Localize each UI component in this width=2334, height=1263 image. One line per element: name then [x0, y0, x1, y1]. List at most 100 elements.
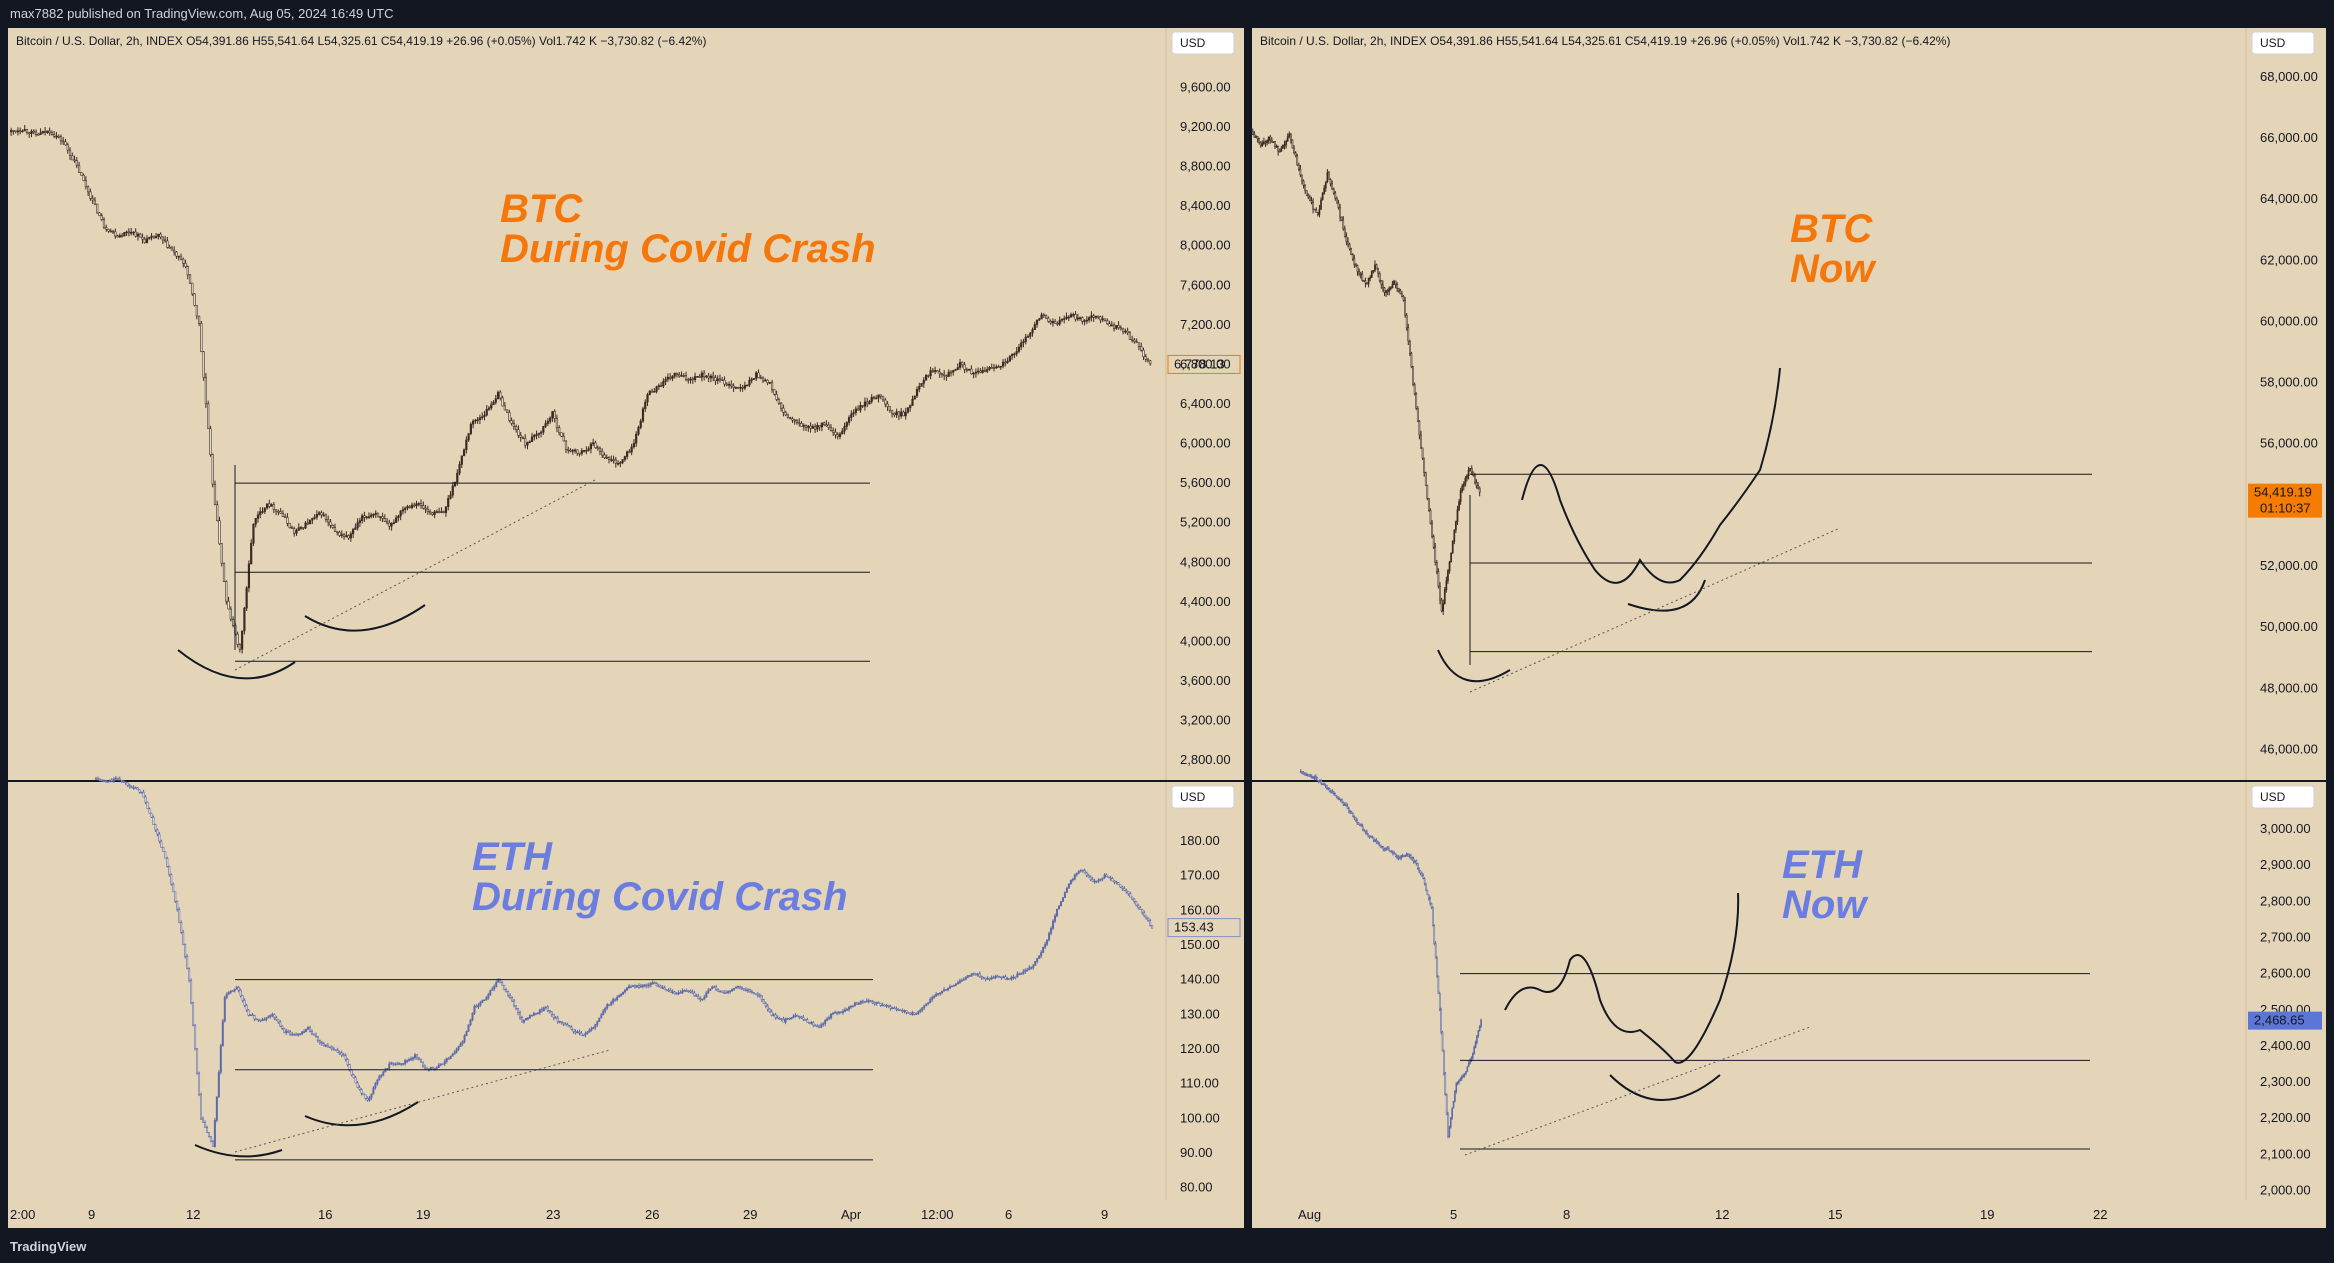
candle — [1075, 872, 1078, 875]
candle — [949, 371, 953, 374]
candle — [114, 231, 117, 237]
x-tick-label: 29 — [743, 1207, 757, 1222]
candle — [84, 180, 87, 188]
candle — [820, 1024, 823, 1028]
chart-panel-eth-covid[interactable] — [8, 782, 1244, 1205]
candle — [994, 975, 997, 979]
candle — [1125, 890, 1128, 892]
candle — [800, 1016, 803, 1019]
y-tick-label: 5,200.00 — [1180, 515, 1231, 530]
candle — [1307, 194, 1310, 198]
currency-select-btc-now[interactable] — [2251, 31, 2315, 55]
currency-select-eth-now[interactable] — [2251, 785, 2315, 809]
candle — [687, 990, 690, 993]
candle — [1366, 282, 1368, 285]
candle — [1274, 141, 1276, 148]
annotation-text: ETH — [1782, 843, 1863, 887]
candle — [182, 258, 185, 264]
candle — [915, 388, 919, 397]
drawing-curve[interactable] — [194, 1144, 283, 1158]
candle — [711, 986, 714, 990]
y-tick-label: 3,000.00 — [2260, 821, 2311, 836]
candle — [983, 369, 987, 372]
candle — [945, 375, 948, 377]
candle — [320, 1042, 323, 1044]
drawing-curve[interactable] — [304, 1101, 419, 1127]
currency-label: USD — [2260, 36, 2286, 50]
candle — [108, 779, 111, 782]
candle — [125, 231, 128, 234]
candle — [207, 403, 210, 429]
candle — [1110, 324, 1113, 327]
candle — [1143, 912, 1146, 917]
candle — [1343, 228, 1346, 237]
drawing-curve[interactable] — [1504, 892, 1740, 1064]
candle — [1124, 330, 1127, 333]
candle — [528, 1015, 531, 1019]
annotation-text: During Covid Crash — [472, 875, 848, 919]
candle — [62, 140, 65, 143]
chart-panel-btc-now[interactable] — [1252, 28, 2326, 780]
candle — [927, 1002, 930, 1005]
chart-panel-btc-covid[interactable] — [8, 28, 1244, 780]
candle — [1372, 837, 1375, 841]
drawing-curve[interactable] — [304, 604, 426, 632]
drawing-curve[interactable] — [1521, 367, 1781, 584]
candle — [961, 362, 964, 366]
currency-select-btc-covid[interactable] — [1171, 31, 1235, 55]
candle — [41, 130, 44, 134]
candle — [281, 513, 284, 517]
chart-panel-eth-now[interactable] — [1252, 782, 2326, 1205]
candle — [14, 130, 17, 133]
candle — [118, 235, 121, 238]
candle — [490, 404, 493, 409]
candle — [1024, 336, 1027, 342]
candle — [116, 235, 119, 238]
candle — [1310, 776, 1313, 778]
x-tick-label: 6 — [1005, 1207, 1012, 1222]
drawing-curve[interactable] — [1437, 649, 1511, 683]
trend-line[interactable] — [1464, 1026, 1811, 1156]
candle — [748, 380, 751, 386]
candle — [532, 1012, 535, 1016]
candle — [481, 999, 484, 1003]
candle — [217, 1071, 220, 1098]
candle — [1367, 277, 1370, 285]
candle — [116, 777, 119, 780]
last-price-label — [2248, 483, 2322, 518]
candle — [861, 405, 864, 407]
candle — [455, 1048, 458, 1053]
candle — [1465, 1071, 1467, 1075]
candle — [399, 510, 402, 517]
drawing-curve[interactable] — [1627, 579, 1706, 612]
candle — [782, 1018, 785, 1023]
candle — [1374, 839, 1376, 842]
currency-select-eth-covid[interactable] — [1171, 785, 1235, 809]
candle — [897, 1009, 900, 1011]
candle — [1386, 848, 1389, 850]
candle — [707, 375, 710, 379]
drawing-curve[interactable] — [1609, 1074, 1721, 1101]
candle — [1381, 845, 1383, 848]
candle — [631, 985, 634, 987]
candle — [166, 240, 169, 248]
candle — [1352, 813, 1354, 817]
candle — [535, 434, 538, 436]
candle — [697, 995, 700, 999]
candle — [1327, 787, 1330, 790]
candle — [239, 989, 242, 997]
candle — [1097, 879, 1100, 882]
candle — [849, 1005, 852, 1008]
candle — [462, 449, 466, 457]
candle — [142, 791, 145, 798]
candle — [689, 990, 692, 993]
candle — [696, 376, 699, 378]
candle — [881, 395, 885, 401]
chart-workspace[interactable]: Bitcoin / U.S. Dollar, 2h, INDEX O54,391… — [0, 0, 2334, 1228]
candle — [322, 1043, 325, 1046]
candle — [1415, 860, 1418, 864]
candle — [709, 988, 712, 991]
candle — [980, 976, 983, 979]
drawing-curve[interactable] — [177, 649, 296, 680]
candle — [610, 1002, 613, 1005]
